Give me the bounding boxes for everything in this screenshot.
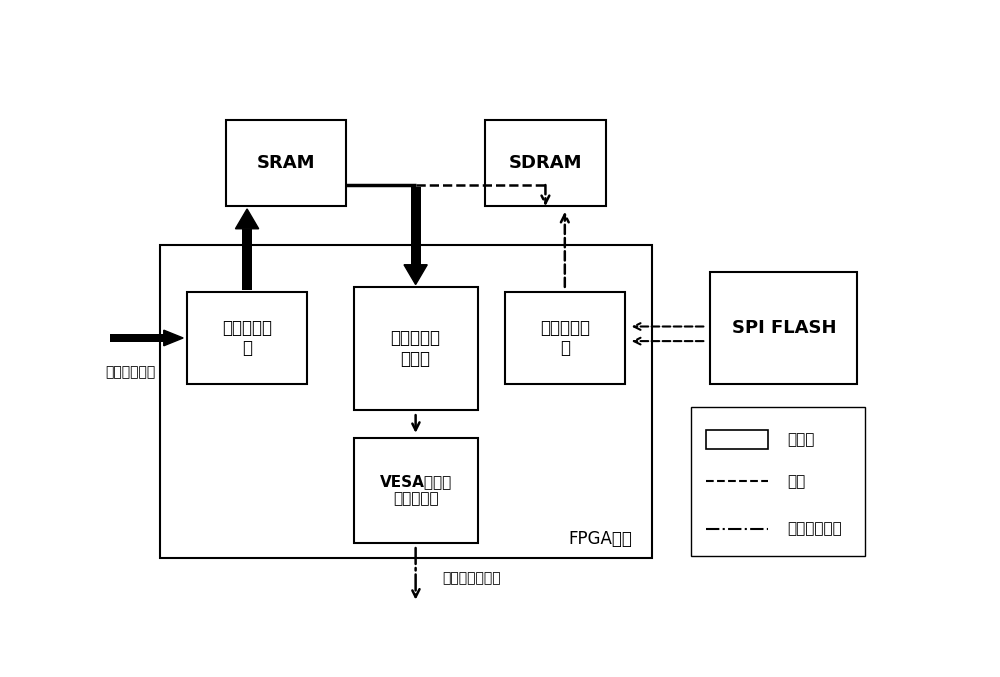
Text: VESA标准信
号处理模块: VESA标准信 号处理模块 [380,475,452,506]
Bar [354,438,478,542]
Bar [226,121,346,206]
Bar [110,334,164,342]
Bar [485,121,606,206]
Bar [706,431,768,449]
Bar [242,229,252,290]
Text: 源视频: 源视频 [788,432,815,447]
Text: SDRAM: SDRAM [509,154,582,173]
Polygon shape [235,209,259,229]
Bar [187,292,307,384]
Bar [160,246,652,559]
Bar [411,188,421,265]
Text: FPGA模块: FPGA模块 [569,530,633,548]
Text: 输出至编码芯片: 输出至编码芯片 [443,571,501,585]
Bar [710,271,857,384]
Bar [505,292,625,384]
Text: 来自解码芯片: 来自解码芯片 [106,365,156,379]
Text: 处理后的视频: 处理后的视频 [788,521,842,536]
Text: SPI FLASH: SPI FLASH [732,319,836,336]
Polygon shape [164,330,183,346]
Text: 视频数据加
载模块: 视频数据加 载模块 [391,329,441,368]
Text: 地址: 地址 [788,474,806,489]
Text: 地址加载模
块: 地址加载模 块 [540,319,590,357]
Polygon shape [404,265,427,284]
Bar [354,287,478,410]
Text: SRAM: SRAM [257,154,315,173]
Bar [691,407,865,556]
Text: 视频存储模
块: 视频存储模 块 [222,319,272,357]
